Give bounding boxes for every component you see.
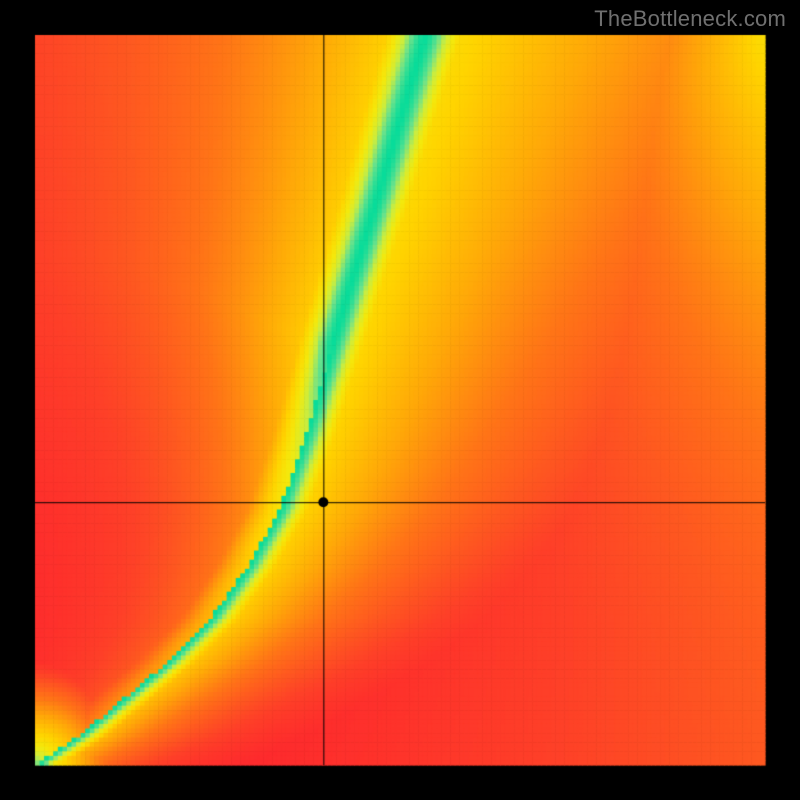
bottleneck-heatmap: [0, 0, 800, 800]
watermark-text: TheBottleneck.com: [594, 6, 786, 32]
figure-container: TheBottleneck.com: [0, 0, 800, 800]
